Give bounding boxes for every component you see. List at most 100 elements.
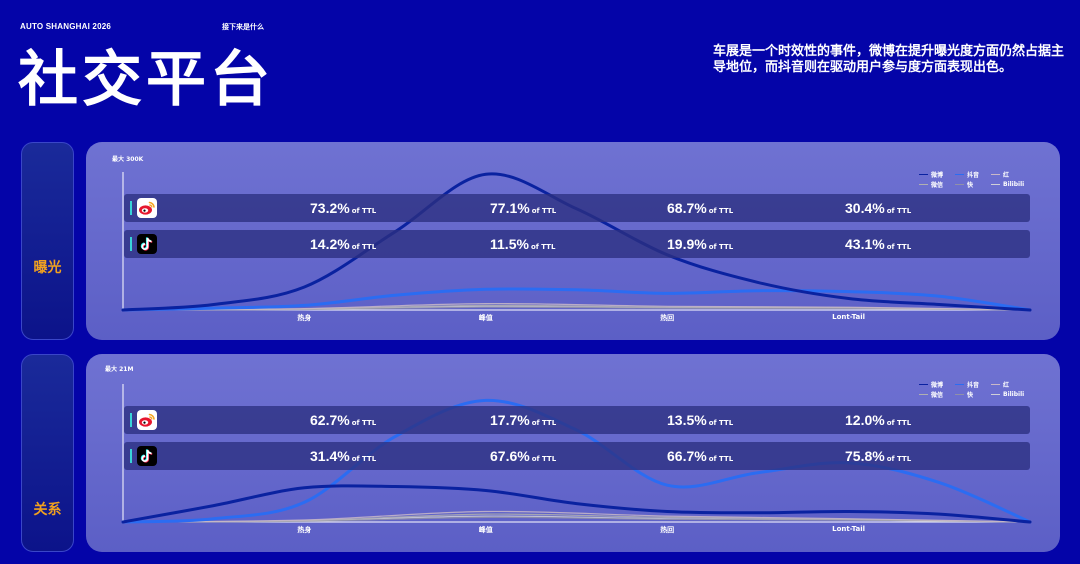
legend-label: 微博 bbox=[931, 382, 944, 389]
share-value: 31.4% bbox=[310, 448, 350, 464]
share-stat: 66.7% of TTL bbox=[667, 442, 733, 473]
summary-text: 车展是一个时效性的事件，微博在提升曝光度方面仍然占据主导地位，而抖音则在驱动用户… bbox=[713, 44, 1065, 75]
share-suffix: of TTL bbox=[708, 207, 734, 215]
legend-label: 快 bbox=[967, 392, 974, 399]
douyin-icon bbox=[137, 446, 157, 466]
row-accent-bar bbox=[130, 449, 132, 463]
x-tick-label: 热身 bbox=[297, 526, 312, 534]
legend-swatch bbox=[955, 184, 964, 185]
legend-item: Bilibili bbox=[991, 390, 1027, 399]
legend-item: 快 bbox=[955, 180, 991, 189]
legend-label: 红 bbox=[1003, 382, 1010, 389]
weibo-logo bbox=[139, 201, 155, 215]
share-stat: 77.1% of TTL bbox=[490, 194, 556, 225]
weibo-icon bbox=[137, 410, 157, 430]
side-tab-exposure: 曝光 bbox=[21, 142, 74, 340]
page-title: 社交平台 bbox=[18, 45, 274, 115]
legend-swatch bbox=[991, 184, 1000, 185]
row-accent-bar bbox=[130, 237, 132, 251]
chart-panel-exposure: 最大 300K 微博 抖音红微信快 Bilibili 73.2% of TTL 77.1% o… bbox=[86, 142, 1060, 340]
x-tick-label: Lont-Tail bbox=[832, 313, 866, 321]
share-stat: 43.1% of TTL bbox=[845, 230, 911, 261]
y-max-label: 最大 21M bbox=[105, 366, 134, 373]
share-stat: 12.0% of TTL bbox=[845, 406, 911, 437]
legend-swatch bbox=[919, 394, 928, 395]
side-label-engagement: 关系 bbox=[33, 502, 62, 518]
share-suffix: of TTL bbox=[351, 207, 377, 215]
share-value: 68.7% bbox=[667, 200, 707, 216]
share-suffix: of TTL bbox=[351, 243, 377, 251]
share-stat: 75.8% of TTL bbox=[845, 442, 911, 473]
share-suffix: of TTL bbox=[886, 207, 912, 215]
legend-item: 快 bbox=[955, 390, 991, 399]
legend-item: 红 bbox=[991, 380, 1027, 389]
share-value: 77.1% bbox=[490, 200, 530, 216]
chart-svg bbox=[121, 172, 1032, 312]
share-value: 17.7% bbox=[490, 412, 530, 428]
share-value: 75.8% bbox=[845, 448, 885, 464]
legend-swatch bbox=[919, 384, 928, 385]
share-value: 13.5% bbox=[667, 412, 707, 428]
legend-label: 快 bbox=[967, 182, 974, 189]
share-row-weibo: 62.7% of TTL 17.7% of TTL 13.5% of TTL 12.0% of… bbox=[124, 406, 1030, 434]
legend-item: 红 bbox=[991, 170, 1027, 179]
share-value: 43.1% bbox=[845, 236, 885, 252]
share-suffix: of TTL bbox=[531, 419, 557, 427]
share-value: 67.6% bbox=[490, 448, 530, 464]
share-row-weibo: 73.2% of TTL 77.1% of TTL 68.7% of TTL 30.4% of… bbox=[124, 194, 1030, 222]
legend-item: 微博 bbox=[919, 380, 955, 389]
legend-item: 微信 bbox=[919, 390, 955, 399]
share-stat: 17.7% of TTL bbox=[490, 406, 556, 437]
share-value: 19.9% bbox=[667, 236, 707, 252]
share-stat: 31.4% of TTL bbox=[310, 442, 376, 473]
legend-swatch bbox=[991, 384, 1000, 385]
chart-legend: 微博 抖音 红微信 快 Bilibili bbox=[919, 380, 1027, 399]
series-line-1-0 bbox=[121, 484, 1032, 524]
legend-swatch bbox=[955, 174, 964, 175]
share-stat: 11.5% of TTL bbox=[490, 230, 555, 261]
x-tick-label: 峰值 bbox=[478, 314, 493, 322]
share-suffix: of TTL bbox=[886, 243, 912, 251]
x-tick-label: Lont-Tail bbox=[832, 525, 866, 533]
share-suffix: of TTL bbox=[708, 243, 734, 251]
legend-swatch bbox=[991, 394, 1000, 395]
row-accent-bar bbox=[130, 201, 132, 215]
weibo-icon bbox=[137, 198, 157, 218]
share-stat: 67.6% of TTL bbox=[490, 442, 556, 473]
legend-label: 微信 bbox=[931, 182, 944, 189]
legend-label: 抖音 bbox=[967, 382, 980, 389]
legend-swatch bbox=[955, 384, 964, 385]
legend-label: Bilibili bbox=[1003, 391, 1025, 398]
share-value: 11.5% bbox=[490, 236, 529, 252]
share-stat: 14.2% of TTL bbox=[310, 230, 376, 261]
share-stat: 19.9% of TTL bbox=[667, 230, 733, 261]
share-suffix: of TTL bbox=[708, 419, 734, 427]
legend-item: 抖音 bbox=[955, 380, 991, 389]
series-line-1-2 bbox=[122, 510, 1031, 523]
share-suffix: of TTL bbox=[351, 419, 377, 427]
chart-panel-engagement: 最大 21M 微博 抖音红微信快 Bilibili 62.7% of TTL 17.7% of… bbox=[86, 354, 1060, 552]
x-tick-label: 热身 bbox=[297, 314, 312, 322]
next-label: 接下来是什么 bbox=[222, 23, 264, 31]
legend-swatch bbox=[919, 184, 928, 185]
share-stat: 62.7% of TTL bbox=[310, 406, 376, 437]
x-tick-label: 热回 bbox=[660, 526, 675, 534]
legend-item: 微信 bbox=[919, 180, 955, 189]
side-tab-engagement: 关系 bbox=[21, 354, 74, 552]
legend-item: 微博 bbox=[919, 170, 955, 179]
share-suffix: of TTL bbox=[351, 455, 377, 463]
series-line-0-1 bbox=[121, 287, 1032, 312]
share-value: 62.7% bbox=[310, 412, 350, 428]
legend-label: 微信 bbox=[931, 392, 944, 399]
share-stat: 30.4% of TTL bbox=[845, 194, 911, 225]
douyin-logo bbox=[140, 449, 153, 463]
brand-label: AUTO SHANGHAI 2026 bbox=[20, 22, 112, 31]
share-row-douyin: 31.4% of TTL 67.6% of TTL 66.7% of TTL 75.8% of… bbox=[124, 442, 1030, 470]
legend-label: 抖音 bbox=[967, 172, 980, 179]
share-suffix: of TTL bbox=[886, 455, 912, 463]
weibo-logo bbox=[139, 413, 155, 427]
legend-item: 抖音 bbox=[955, 170, 991, 179]
share-suffix: of TTL bbox=[531, 207, 557, 215]
x-tick-label: 热回 bbox=[660, 314, 675, 322]
share-value: 66.7% bbox=[667, 448, 707, 464]
